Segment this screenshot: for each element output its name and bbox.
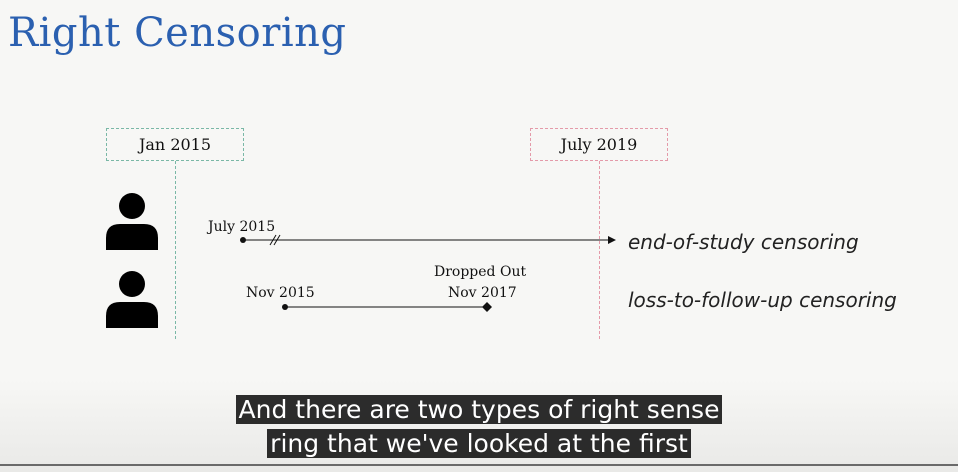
study-end-label: July 2019 [560, 135, 638, 154]
study-start-label: Jan 2015 [138, 135, 212, 154]
subject-1-timeline [240, 234, 616, 246]
subject-2-start-label: Nov 2015 [246, 285, 315, 301]
person-icon [106, 271, 158, 328]
study-start-line [175, 161, 176, 339]
caption-text-1: And there are two types of right sense [235, 395, 723, 424]
caption-text-2: ring that we've looked at the first [267, 429, 691, 458]
caption-line-1: And there are two types of right sense [0, 394, 958, 426]
dropout-date-label: Nov 2017 [448, 285, 517, 301]
slide-title: Right Censoring [8, 10, 347, 56]
study-start-box: Jan 2015 [106, 128, 244, 161]
study-end-box: July 2019 [530, 128, 668, 161]
caption-line-2: ring that we've looked at the first [0, 428, 958, 460]
end-of-study-censoring-label: end-of-study censoring [628, 230, 859, 254]
subject-1-start-label: July 2015 [208, 219, 276, 235]
study-end-line [599, 161, 600, 339]
person-icon [106, 193, 158, 250]
video-progress-rule [0, 464, 958, 466]
dropout-label: Dropped Out [434, 264, 527, 280]
subject-2-timeline [282, 302, 492, 312]
loss-to-follow-up-censoring-label: loss-to-follow-up censoring [628, 288, 897, 312]
